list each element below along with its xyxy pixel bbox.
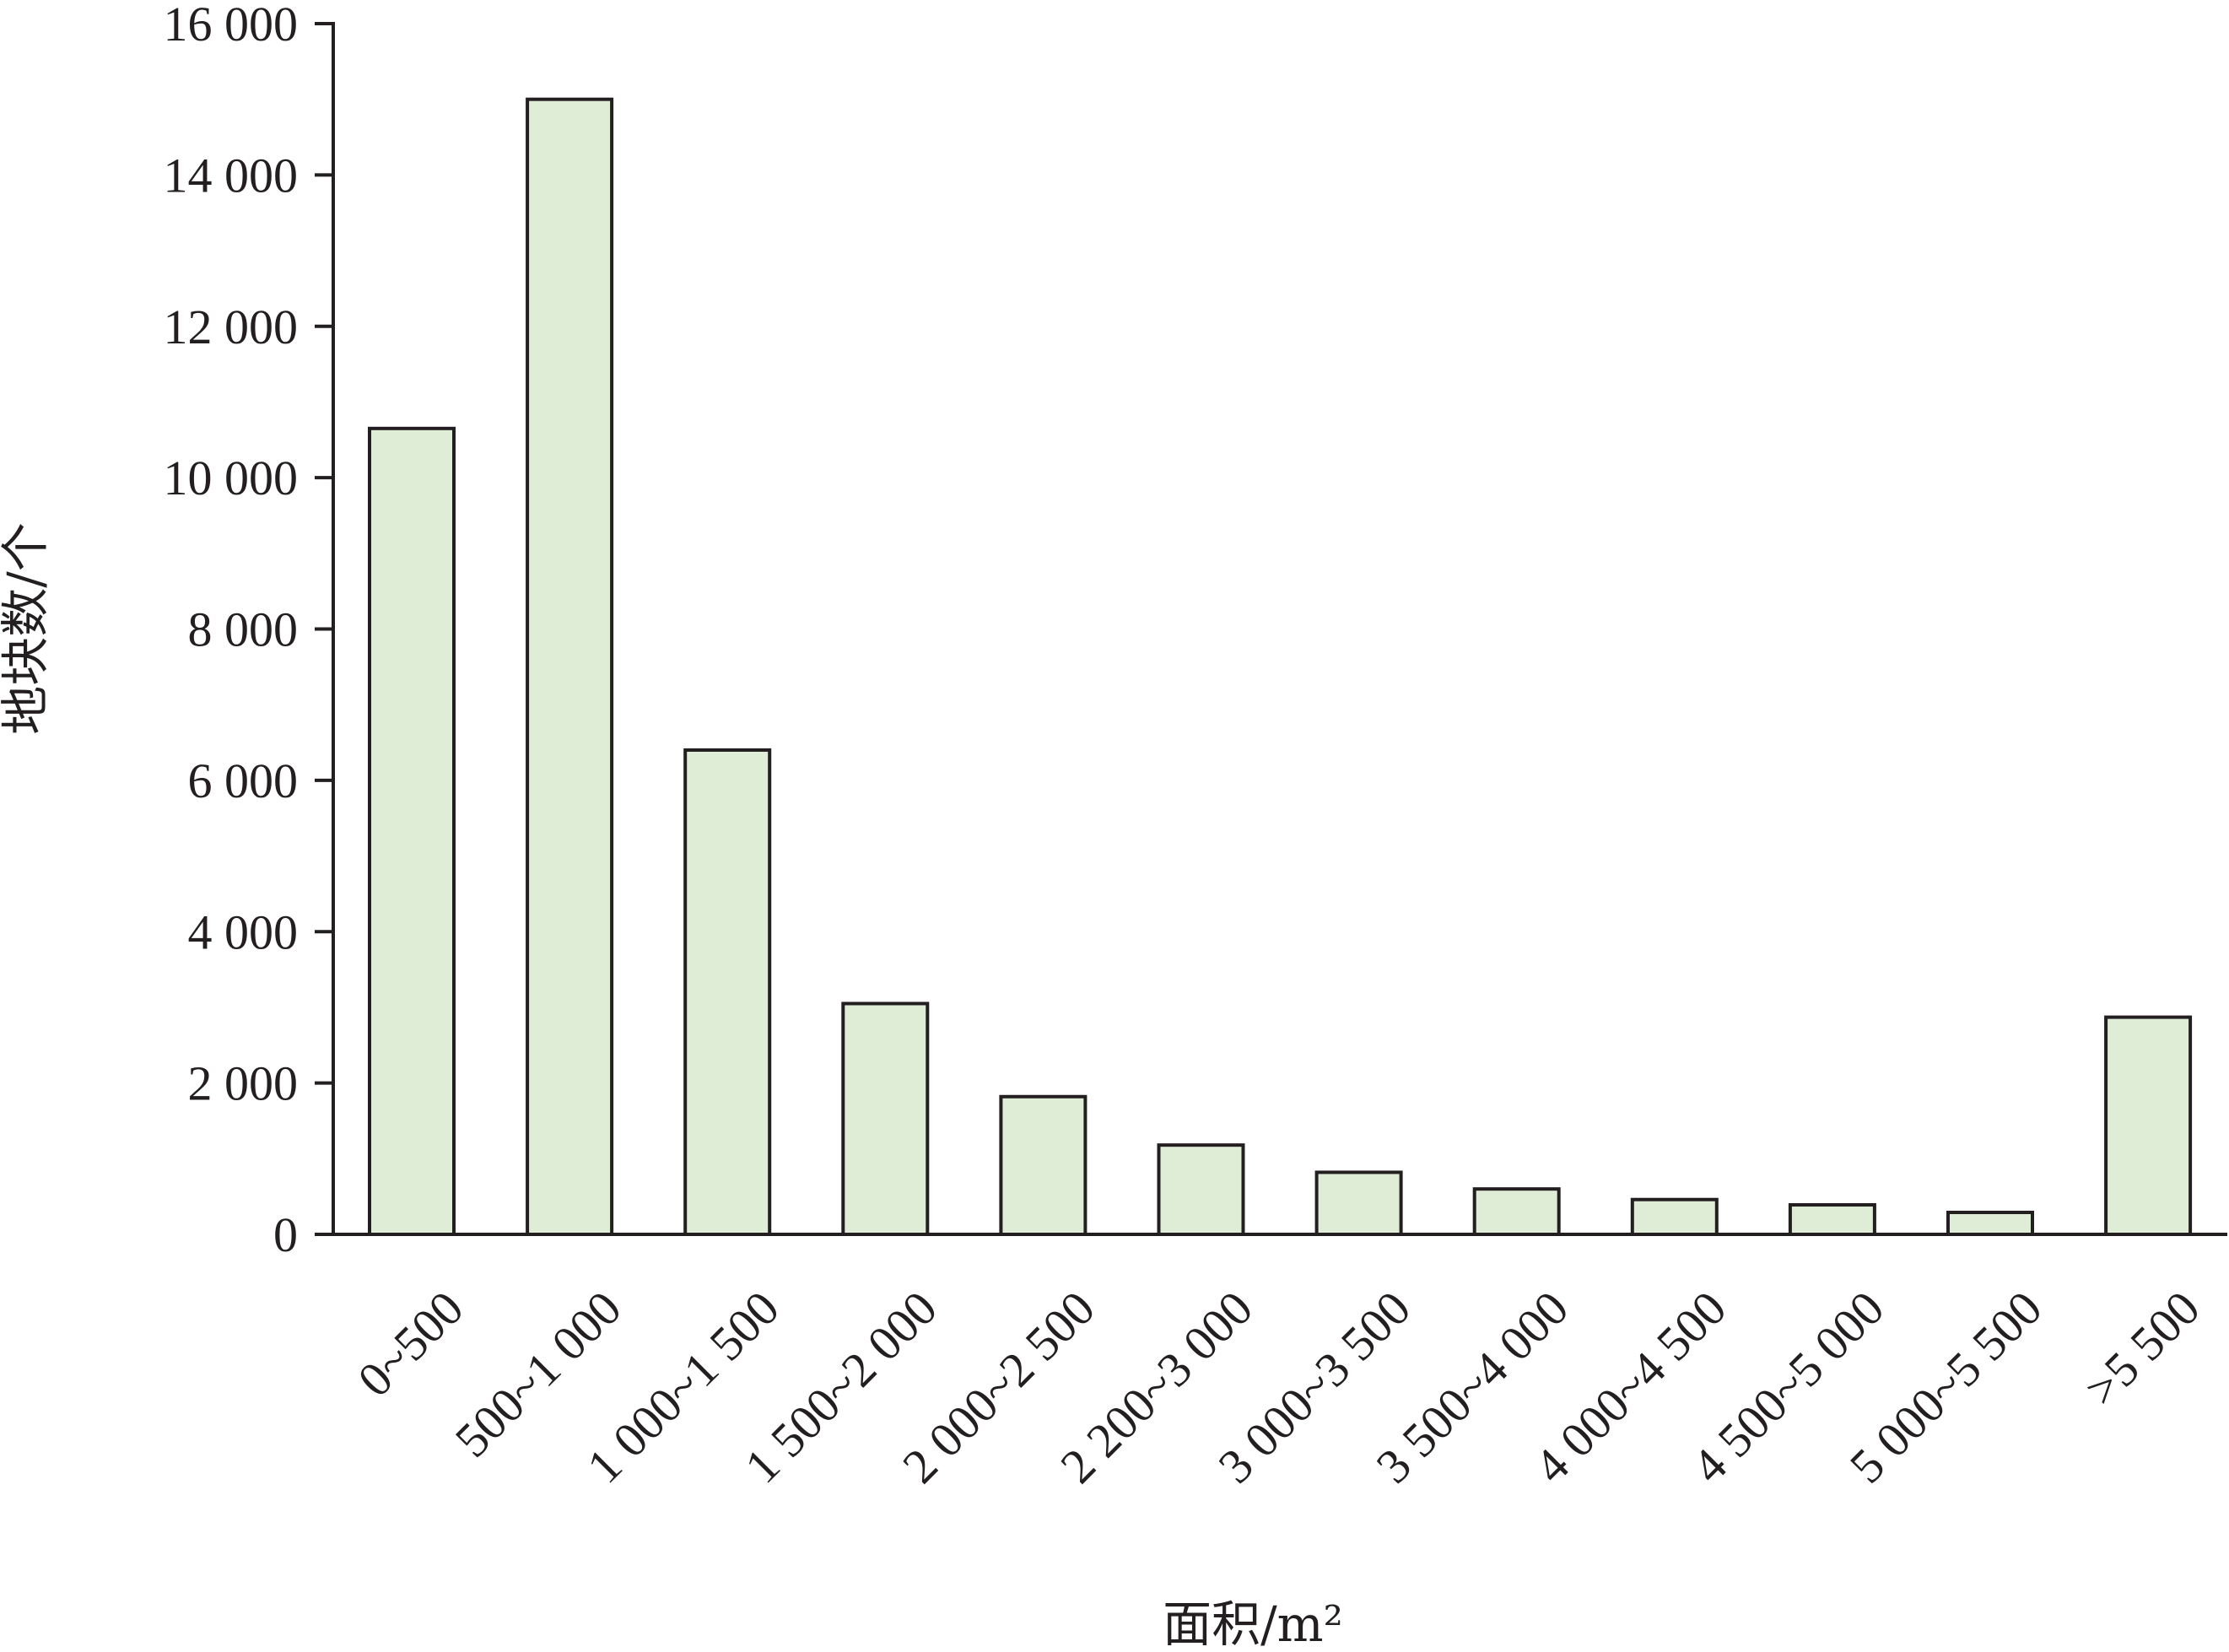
bar — [999, 1094, 1088, 1237]
bar — [683, 748, 772, 1236]
bar — [841, 1001, 930, 1236]
y-tick-label: 10 000 — [164, 451, 299, 505]
y-axis-title: 地块数/个 — [0, 522, 54, 735]
y-axis-ticks: 0 2 000 4 000 6 000 8 000 10 000 12 000 14 000 1… — [164, 0, 333, 1262]
x-axis-title: 面积/m² — [1163, 1595, 1343, 1652]
y-tick-label: 2 000 — [188, 1056, 299, 1111]
bar — [2104, 1015, 2193, 1237]
x-tick-label: 0~500 — [347, 1281, 473, 1407]
y-tick-label: 12 000 — [164, 300, 299, 354]
y-tick-label: 8 000 — [188, 602, 299, 657]
bar — [1946, 1210, 2034, 1236]
y-tick-label: 16 000 — [164, 0, 299, 51]
bar — [526, 97, 614, 1236]
y-tick-label: 14 000 — [164, 148, 299, 202]
y-tick-label: 4 000 — [188, 904, 299, 959]
bar — [1157, 1143, 1245, 1236]
y-tick-label: 6 000 — [188, 753, 299, 808]
bar — [1788, 1203, 1876, 1236]
bars — [368, 97, 2193, 1237]
bar — [1314, 1170, 1403, 1237]
bar — [368, 426, 456, 1236]
bar — [1630, 1197, 1719, 1237]
bar — [1472, 1187, 1561, 1236]
x-tick-label: >5 500 — [2074, 1281, 2210, 1417]
y-tick-label: 0 — [273, 1207, 298, 1262]
